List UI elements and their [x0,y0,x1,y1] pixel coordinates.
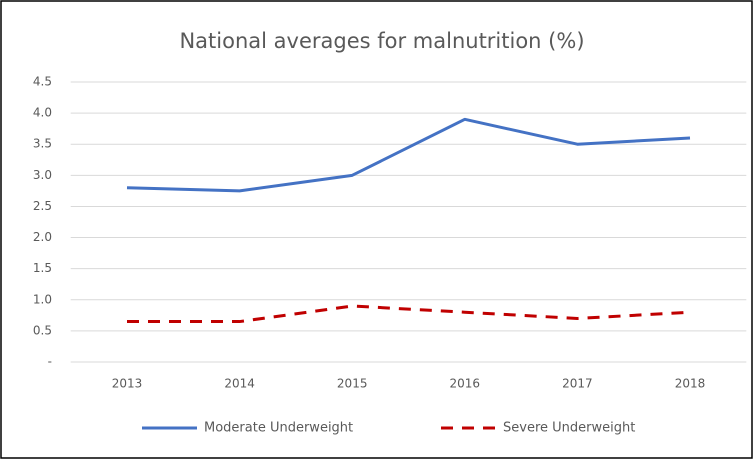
series-line [127,304,691,324]
y-tick-label: 3.0 [33,168,52,182]
y-tick-label: 1.0 [33,292,52,306]
chart-title: National averages for malnutrition (%) [179,29,584,53]
legend-label: Moderate Underweight [204,421,353,436]
y-tick-label: 2.5 [33,199,52,213]
y-tick-label: 2.0 [33,230,52,244]
y-tick-label: 0.5 [33,323,52,337]
y-tick-label: - [48,355,52,369]
x-tick-label: 2014 [224,377,255,391]
y-tick-label: 4.5 [33,75,52,89]
x-tick-label: 2017 [562,377,593,391]
x-tick-label: 2015 [337,377,368,391]
x-tick-label: 2013 [112,377,143,391]
series-line [126,117,691,193]
x-tick-label: 2016 [450,377,481,391]
y-tick-label: 3.5 [33,137,52,151]
x-tick-label: 2018 [675,377,706,391]
legend-label: Severe Underweight [503,421,635,436]
y-tick-label: 1.5 [33,261,52,275]
y-tick-label: 4.0 [33,106,52,120]
